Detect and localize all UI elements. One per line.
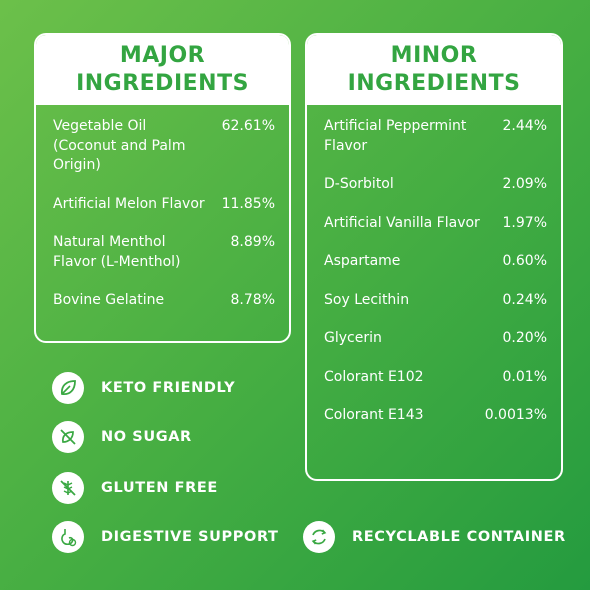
ingredient-percent: 11.85% xyxy=(221,195,275,212)
minor-ingredients-list: Artificial Peppermint Flavor 2.44% D-Sor… xyxy=(307,105,561,426)
major-title-line2: INGREDIENTS xyxy=(76,71,249,96)
ingredient-percent: 0.60% xyxy=(502,253,547,269)
ingredient-name: Natural Menthol Flavor (L-Menthol) xyxy=(53,234,181,270)
ingredient-row: Artificial Peppermint Flavor 2.44% xyxy=(324,117,547,156)
major-title-line1: MAJOR xyxy=(119,43,206,68)
ingredient-percent: 0.01% xyxy=(502,368,547,385)
ingredient-row: Vegetable Oil (Coconut and Palm Origin) … xyxy=(53,117,275,176)
stomach-icon xyxy=(52,521,84,553)
ingredient-name: Artificial Vanilla Flavor xyxy=(324,214,480,231)
major-ingredients-list: Vegetable Oil (Coconut and Palm Origin) … xyxy=(36,105,289,311)
ingredient-percent: 0.24% xyxy=(502,291,547,308)
ingredient-row: Artificial Vanilla Flavor 1.97% xyxy=(324,214,547,234)
minor-title-line2: INGREDIENTS xyxy=(347,71,521,96)
ingredient-row: Colorant E143 0.0013% xyxy=(324,406,547,426)
ingredient-percent: 62.61% xyxy=(221,118,275,134)
badge-keto-friendly: KETO FRIENDLY xyxy=(52,371,235,405)
ingredient-row: Natural Menthol Flavor (L-Menthol) 8.89% xyxy=(53,233,275,272)
badge-label: KETO FRIENDLY xyxy=(101,380,236,396)
ingredient-row: Artificial Melon Flavor 11.85% xyxy=(53,195,275,215)
ingredient-percent: 8.78% xyxy=(230,292,275,308)
ingredient-name: Bovine Gelatine xyxy=(53,292,165,308)
ingredient-name: Colorant E143 xyxy=(324,407,424,423)
badge-gluten-free: GLUTEN FREE xyxy=(52,471,218,505)
badge-digestive-support: DIGESTIVE SUPPORT xyxy=(52,520,279,554)
no-sugar-icon xyxy=(52,421,84,453)
leaf-icon xyxy=(52,372,84,404)
major-ingredients-card: MAJOR INGREDIENTS Vegetable Oil (Coconut… xyxy=(34,33,291,343)
ingredient-name: Vegetable Oil (Coconut and Palm Origin) xyxy=(53,118,186,173)
ingredient-name: Colorant E102 xyxy=(324,368,424,385)
ingredient-row: D-Sorbitol 2.09% xyxy=(324,175,547,195)
badge-recyclable-container: RECYCLABLE CONTAINER xyxy=(303,520,566,554)
gluten-free-icon xyxy=(52,472,84,504)
ingredient-percent: 0.0013% xyxy=(484,407,547,423)
ingredient-percent: 8.89% xyxy=(230,234,275,250)
recycle-icon xyxy=(303,521,335,553)
minor-title-line1: MINOR xyxy=(390,43,478,68)
ingredient-name: Soy Lecithin xyxy=(324,291,410,308)
ingredient-name: Aspartame xyxy=(324,253,401,269)
badge-label: GLUTEN FREE xyxy=(101,480,218,496)
ingredient-name: Glycerin xyxy=(324,330,382,346)
badge-label: RECYCLABLE CONTAINER xyxy=(352,529,566,545)
minor-ingredients-title: MINOR INGREDIENTS xyxy=(307,35,561,105)
ingredient-name: Artificial Peppermint Flavor xyxy=(324,118,467,154)
ingredient-percent: 2.44% xyxy=(502,118,547,134)
badge-no-sugar: NO SUGAR xyxy=(52,420,192,454)
ingredient-name: Artificial Melon Flavor xyxy=(53,195,205,212)
major-ingredients-title: MAJOR INGREDIENTS xyxy=(36,35,289,105)
ingredient-percent: 2.09% xyxy=(502,176,547,192)
ingredient-row: Glycerin 0.20% xyxy=(324,329,547,349)
ingredient-row: Aspartame 0.60% xyxy=(324,252,547,272)
ingredient-row: Bovine Gelatine 8.78% xyxy=(53,291,275,311)
ingredient-row: Colorant E102 0.01% xyxy=(324,368,547,388)
ingredient-row: Soy Lecithin 0.24% xyxy=(324,291,547,311)
badge-label: NO SUGAR xyxy=(101,429,192,445)
ingredient-percent: 1.97% xyxy=(502,214,547,231)
minor-ingredients-card: MINOR INGREDIENTS Artificial Peppermint … xyxy=(305,33,563,481)
ingredient-name: D-Sorbitol xyxy=(324,176,394,192)
ingredient-percent: 0.20% xyxy=(502,330,547,346)
badge-label: DIGESTIVE SUPPORT xyxy=(101,529,279,545)
